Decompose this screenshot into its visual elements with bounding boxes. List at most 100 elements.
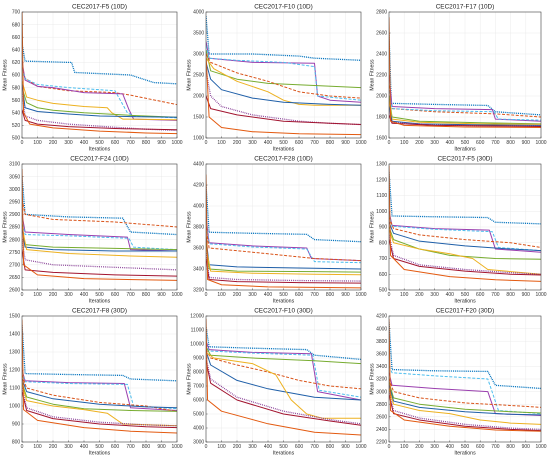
x-tick-label: 800	[506, 292, 515, 298]
x-tick-label: 200	[233, 444, 242, 450]
x-tick-label: 500	[95, 292, 104, 298]
plot-frame	[21, 315, 178, 443]
series-line-7	[389, 229, 541, 275]
y-tick-label: 1200	[376, 177, 387, 183]
series-line-10	[206, 53, 361, 136]
series-line-1	[22, 176, 177, 236]
y-tick-label: 2400	[376, 52, 387, 58]
x-tick-label: 0	[205, 140, 208, 146]
x-tick-label: 600	[476, 292, 485, 298]
series-line-10	[206, 174, 361, 289]
x-tick-label: 700	[310, 140, 319, 146]
x-tick-label: 1000	[535, 140, 546, 146]
x-tick-label: 800	[142, 444, 151, 450]
chart-title: CEC2017-F24 (10D)	[70, 156, 129, 163]
y-tick-label: 2700	[9, 263, 20, 269]
y-tick-label: 1300	[376, 162, 387, 168]
series-line-6	[389, 385, 541, 416]
x-tick-label: 200	[415, 140, 424, 146]
chart-panel-3: CEC2017-F17 (10D)16001800200022002400260…	[370, 4, 547, 153]
series-line-2	[206, 216, 361, 262]
series-line-2	[22, 199, 177, 228]
y-tick-label: 12000	[190, 314, 204, 320]
y-tick-label: 2800	[9, 237, 20, 243]
y-tick-label: 3100	[9, 162, 20, 168]
series-line-4	[206, 346, 361, 365]
x-tick-label: 100	[217, 292, 226, 298]
y-tick-label: 500	[379, 288, 388, 294]
x-tick-label: 500	[461, 140, 470, 146]
x-tick-label: 800	[326, 444, 335, 450]
y-tick-label: 4000	[193, 10, 204, 16]
y-axis-label: Mean Fitness	[187, 59, 193, 91]
y-tick-label: 9000	[193, 356, 204, 362]
series-line-1	[22, 43, 177, 85]
y-tick-label: 3500	[193, 31, 204, 37]
y-tick-label: 2850	[9, 225, 20, 231]
x-tick-label: 900	[522, 140, 531, 146]
series-group	[389, 17, 541, 128]
series-line-5	[206, 53, 361, 99]
y-tick-label: 900	[12, 422, 21, 428]
x-tick-label: 200	[49, 140, 58, 146]
x-tick-label: 300	[248, 140, 257, 146]
chart-title: CEC2017-F28 (10D)	[254, 156, 313, 163]
series-line-5	[389, 95, 541, 125]
y-tick-label: 660	[12, 35, 21, 41]
x-tick-label: 500	[461, 292, 470, 298]
y-tick-label: 2800	[376, 402, 387, 408]
y-tick-label: 2600	[9, 288, 20, 294]
series-line-3	[206, 221, 361, 264]
chart-panel-7: CEC2017-F8 (30D)800900100011001200130014…	[3, 308, 183, 455]
series-line-6	[389, 101, 541, 125]
y-tick-label: 2750	[9, 250, 20, 256]
series-group	[389, 165, 541, 282]
x-tick-label: 100	[400, 292, 409, 298]
y-tick-label: 4000	[193, 426, 204, 432]
y-tick-label: 2400	[376, 427, 387, 433]
x-tick-label: 1000	[171, 292, 182, 298]
x-tick-label: 200	[233, 292, 242, 298]
x-tick-label: 300	[248, 292, 257, 298]
x-tick-label: 600	[111, 292, 120, 298]
x-tick-label: 700	[491, 444, 500, 450]
x-tick-label: 600	[295, 140, 304, 146]
x-tick-label: 400	[80, 444, 89, 450]
y-tick-label: 11000	[191, 328, 205, 334]
x-tick-label: 900	[522, 292, 531, 298]
x-tick-label: 800	[142, 140, 151, 146]
x-tick-label: 900	[522, 444, 531, 450]
y-axis-label: Mean Fitness	[187, 363, 193, 395]
series-line-4	[206, 226, 361, 262]
y-tick-label: 3000	[9, 187, 20, 193]
y-tick-label: 7000	[193, 384, 204, 390]
series-line-6	[22, 382, 177, 412]
x-tick-label: 800	[326, 140, 335, 146]
x-tick-label: 900	[341, 140, 350, 146]
y-tick-label: 1400	[9, 332, 20, 338]
x-axis-label: Iterations	[89, 299, 111, 305]
chart-panel-2: CEC2017-F10 (10D)10001500200025003000350…	[187, 4, 367, 153]
y-tick-label: 1000	[193, 136, 204, 142]
x-tick-label: 0	[21, 444, 24, 450]
series-line-8	[206, 253, 361, 282]
x-tick-label: 1000	[171, 444, 182, 450]
y-tick-label: 1800	[376, 115, 387, 121]
series-group	[206, 16, 361, 136]
plot-frame	[388, 315, 542, 443]
series-line-8	[389, 234, 541, 275]
y-tick-label: 2900	[9, 212, 20, 218]
series-line-10	[22, 169, 177, 281]
series-line-9	[206, 95, 361, 126]
plot-frame	[21, 11, 178, 139]
y-tick-label: 700	[379, 256, 388, 262]
plot-frame	[388, 163, 542, 291]
y-tick-label: 8000	[193, 370, 204, 376]
x-tick-label: 800	[326, 292, 335, 298]
series-line-5	[389, 382, 541, 414]
series-line-1	[22, 324, 177, 382]
y-tick-label: 2500	[193, 73, 204, 79]
series-line-10	[389, 17, 541, 128]
x-tick-label: 800	[506, 140, 515, 146]
series-line-10	[22, 12, 177, 135]
